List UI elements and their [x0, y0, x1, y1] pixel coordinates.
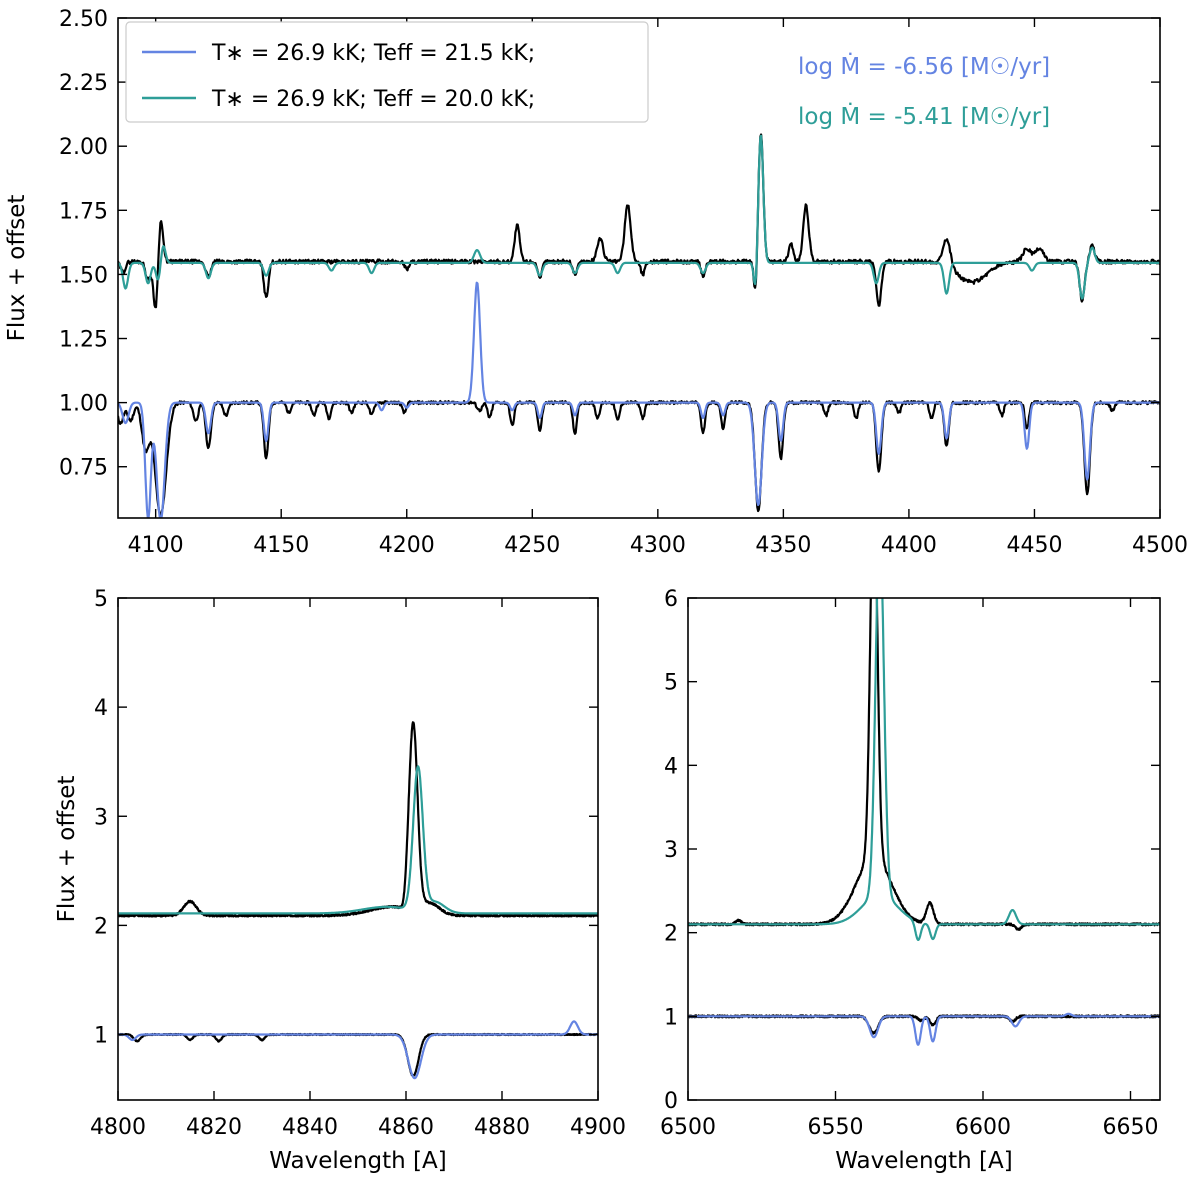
- series-line-observed-upper: [118, 721, 598, 918]
- annotation-mdot-model-a: log Ṁ = -6.56 [M☉/yr]: [798, 52, 1050, 80]
- y-tick-label: 5: [664, 671, 678, 696]
- y-axis-label: Flux + offset: [54, 776, 80, 923]
- x-axis-label: Wavelength [A]: [835, 1148, 1012, 1174]
- y-tick-label: 4: [94, 696, 108, 721]
- x-tick-label: 4450: [1006, 533, 1062, 558]
- legend-entry-model-b: T∗ = 26.9 kK; Teff = 20.0 kK;: [211, 87, 535, 112]
- y-tick-label: 3: [94, 805, 108, 830]
- x-tick-label: 6550: [808, 1115, 864, 1140]
- y-tick-label: 3: [664, 838, 678, 863]
- y-tick-label: 0.75: [59, 456, 108, 481]
- series-line-model-b-upper: [118, 134, 1160, 300]
- axes-frame: [117, 597, 599, 1101]
- series-line-model-b-upper: [118, 765, 598, 915]
- y-tick-label: 6: [664, 587, 678, 612]
- x-tick-label: 4350: [755, 533, 811, 558]
- y-tick-label: 2.50: [59, 7, 108, 32]
- x-tick-label: 6650: [1103, 1115, 1159, 1140]
- y-tick-label: 1.75: [59, 199, 108, 224]
- x-tick-label: 4200: [379, 533, 435, 558]
- y-tick-label: 1.50: [59, 263, 108, 288]
- series-line-model-b-upper: [688, 598, 1160, 942]
- y-axis-label: Flux + offset: [4, 195, 30, 342]
- axes-frame: [117, 17, 1161, 519]
- h-alpha-panel: 6500 6550 6600 6650 0 1 2 3 4 5 6 Wavelength [A]: [660, 587, 1161, 1174]
- x-tick-label: 4250: [504, 533, 560, 558]
- x-tick-label: 4840: [282, 1115, 338, 1140]
- series-line-observed-lower: [118, 400, 1160, 518]
- y-tick-label: 2: [94, 914, 108, 939]
- plot-area: [118, 133, 1160, 518]
- x-tick-label: 4860: [378, 1115, 434, 1140]
- x-tick-label: 4880: [474, 1115, 530, 1140]
- x-tick-label: 4300: [630, 533, 686, 558]
- x-tick-label: 4100: [128, 533, 184, 558]
- x-axis-label: Wavelength [A]: [269, 1148, 446, 1174]
- y-tick-label: 1.25: [59, 328, 108, 353]
- x-tick-label: 4800: [90, 1115, 146, 1140]
- y-tick-label: 2.00: [59, 135, 108, 160]
- top-spectrum-panel: 4100 4150 4200 4250 4300 4350 4400 4450 4500 0.75…: [4, 7, 1188, 558]
- legend-entry-model-a: T∗ = 26.9 kK; Teff = 21.5 kK;: [211, 41, 535, 66]
- axes-frame: [687, 597, 1161, 1101]
- y-tick-label: 4: [664, 754, 678, 779]
- x-tick-label: 4900: [570, 1115, 626, 1140]
- y-tick-label: 1: [664, 1005, 678, 1030]
- plot-area: [118, 721, 598, 1080]
- chart-legend: T∗ = 26.9 kK; Teff = 21.5 kK; T∗ = 26.9 …: [125, 21, 649, 123]
- x-tick-label: 4500: [1132, 533, 1188, 558]
- y-tick-label: 2: [664, 922, 678, 947]
- x-tick-label: 6500: [660, 1115, 716, 1140]
- y-tick-label: 2.25: [59, 71, 108, 96]
- y-tick-label: 1.00: [59, 392, 108, 417]
- x-tick-label: 4400: [881, 533, 937, 558]
- legend-frame: [125, 21, 649, 123]
- y-tick-label: 0: [664, 1089, 678, 1114]
- series-line-observed-lower: [118, 1032, 598, 1078]
- series-line-observed-upper: [118, 133, 1160, 309]
- y-tick-label: 1: [94, 1024, 108, 1049]
- h-beta-panel: 4800 4820 4840 4860 4880 4900 1 2 3 4 5 Wavelength …: [54, 587, 626, 1174]
- x-tick-label: 4820: [186, 1115, 242, 1140]
- annotation-mdot-model-b: log Ṁ = -5.41 [M☉/yr]: [798, 102, 1050, 130]
- series-line-model-a-lower: [688, 1012, 1160, 1046]
- x-tick-label: 4150: [253, 533, 309, 558]
- plot-area: [688, 598, 1160, 1046]
- x-tick-label: 6600: [955, 1115, 1011, 1140]
- series-line-model-a-lower: [118, 1020, 598, 1080]
- series-line-model-a-lower: [118, 281, 1160, 518]
- y-tick-label: 5: [94, 587, 108, 612]
